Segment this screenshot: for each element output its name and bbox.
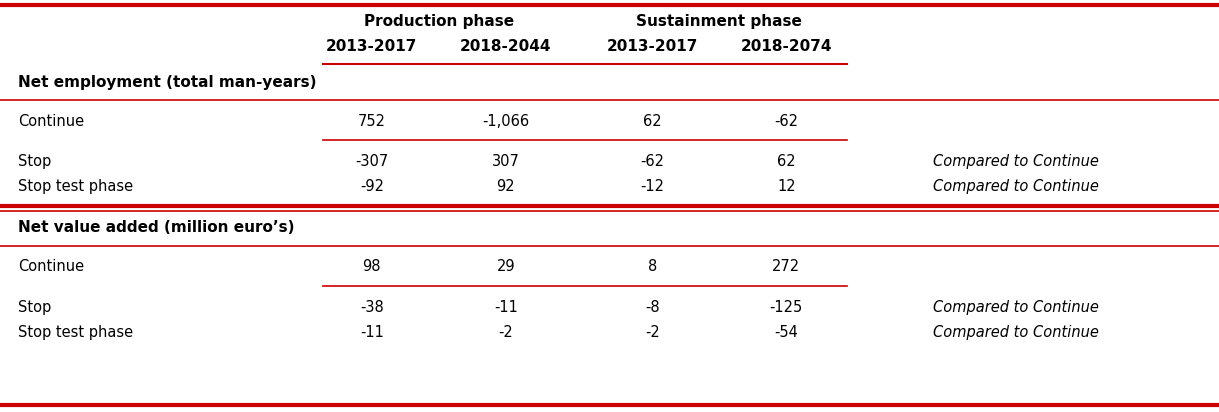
Text: -11: -11 xyxy=(494,300,518,315)
Text: 752: 752 xyxy=(358,114,385,129)
Text: Compared to Continue: Compared to Continue xyxy=(933,325,1098,340)
Text: 2018-2044: 2018-2044 xyxy=(460,39,552,54)
Text: 29: 29 xyxy=(496,260,516,274)
Text: Sustainment phase: Sustainment phase xyxy=(636,14,802,29)
Text: 8: 8 xyxy=(647,260,657,274)
Text: Compared to Continue: Compared to Continue xyxy=(933,179,1098,194)
Text: -62: -62 xyxy=(774,114,798,129)
Text: -125: -125 xyxy=(769,300,803,315)
Text: Stop test phase: Stop test phase xyxy=(18,325,133,340)
Text: 2018-2074: 2018-2074 xyxy=(740,39,833,54)
Text: -38: -38 xyxy=(360,300,384,315)
Text: -12: -12 xyxy=(640,179,664,194)
Text: Stop test phase: Stop test phase xyxy=(18,179,133,194)
Text: Net value added (million euro’s): Net value added (million euro’s) xyxy=(18,220,295,235)
Text: Net employment (total man-years): Net employment (total man-years) xyxy=(18,75,317,90)
Text: -2: -2 xyxy=(499,325,513,340)
Text: Continue: Continue xyxy=(18,114,84,129)
Text: -62: -62 xyxy=(640,154,664,169)
Text: 2013-2017: 2013-2017 xyxy=(607,39,697,54)
Text: 98: 98 xyxy=(362,260,382,274)
Text: Compared to Continue: Compared to Continue xyxy=(933,300,1098,315)
Text: Stop: Stop xyxy=(18,154,51,169)
Text: 2013-2017: 2013-2017 xyxy=(327,39,417,54)
Text: -307: -307 xyxy=(355,154,389,169)
Text: 62: 62 xyxy=(777,154,796,169)
Text: -11: -11 xyxy=(360,325,384,340)
Text: -92: -92 xyxy=(360,179,384,194)
Text: 92: 92 xyxy=(496,179,516,194)
Text: -8: -8 xyxy=(645,300,659,315)
Text: 62: 62 xyxy=(642,114,662,129)
Text: 12: 12 xyxy=(777,179,796,194)
Text: 307: 307 xyxy=(492,154,519,169)
Text: -54: -54 xyxy=(774,325,798,340)
Text: -2: -2 xyxy=(645,325,659,340)
Text: Stop: Stop xyxy=(18,300,51,315)
Text: Continue: Continue xyxy=(18,260,84,274)
Text: Production phase: Production phase xyxy=(363,14,514,29)
Text: 272: 272 xyxy=(772,260,801,274)
Text: Compared to Continue: Compared to Continue xyxy=(933,154,1098,169)
Text: -1,066: -1,066 xyxy=(483,114,529,129)
